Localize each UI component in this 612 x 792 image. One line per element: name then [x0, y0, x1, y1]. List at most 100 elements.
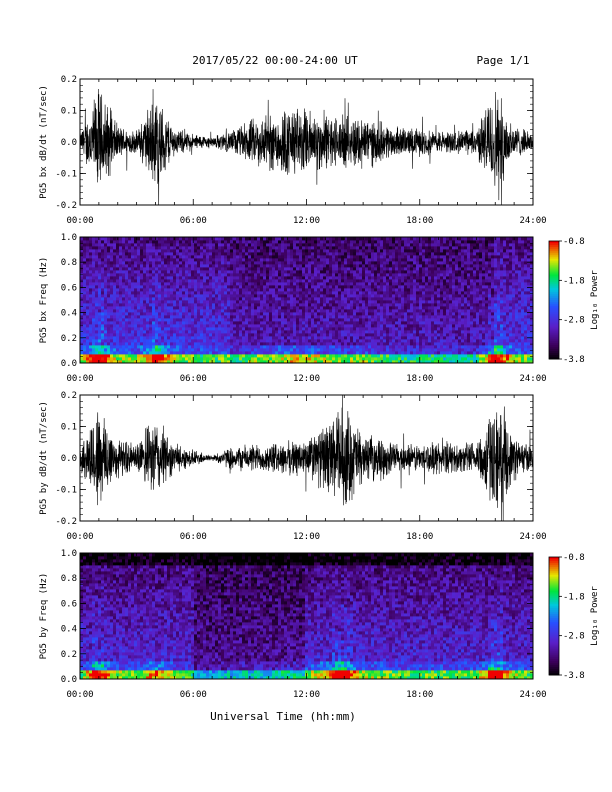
heatmap-cell	[287, 336, 291, 340]
heatmap-cell	[308, 294, 312, 298]
heatmap-cell	[245, 303, 249, 307]
heatmap-cell	[257, 327, 261, 331]
heatmap-cell	[290, 324, 294, 328]
heatmap-cell	[371, 339, 375, 343]
heatmap-cell	[92, 309, 96, 313]
heatmap-cell	[101, 306, 105, 310]
heatmap-cell	[317, 294, 321, 298]
heatmap-cell	[311, 264, 315, 268]
heatmap-cell	[359, 273, 363, 277]
heatmap-cell	[131, 288, 135, 292]
heatmap-cell	[236, 315, 240, 319]
heatmap-cell	[254, 357, 258, 361]
heatmap-cell	[221, 297, 225, 301]
heatmap-cell	[278, 282, 282, 286]
heatmap-cell	[239, 339, 243, 343]
heatmap-cell	[239, 270, 243, 274]
heatmap-cell	[131, 306, 135, 310]
heatmap-cell	[131, 258, 135, 262]
heatmap-cell	[353, 342, 357, 346]
heatmap-cell	[149, 264, 153, 268]
heatmap-cell	[308, 255, 312, 259]
heatmap-cell	[377, 303, 381, 307]
heatmap-cell	[125, 246, 129, 250]
heatmap-cell	[113, 333, 117, 337]
heatmap-cell	[374, 333, 378, 337]
heatmap-cell	[113, 360, 117, 364]
heatmap-cell	[221, 270, 225, 274]
heatmap-cell	[329, 354, 333, 358]
heatmap-cell	[134, 330, 138, 334]
heatmap-cell	[221, 291, 225, 295]
heatmap-cell	[179, 252, 183, 256]
heatmap-cell	[407, 282, 411, 286]
heatmap-cell	[167, 336, 171, 340]
heatmap-cell	[164, 243, 168, 247]
heatmap-cell	[161, 312, 165, 316]
heatmap-cell	[386, 345, 390, 349]
heatmap-cell	[416, 318, 420, 322]
heatmap-cell	[293, 351, 297, 355]
heatmap-cell	[161, 303, 165, 307]
heatmap-cell	[137, 282, 141, 286]
heatmap-cell	[209, 351, 213, 355]
heatmap-cell	[347, 258, 351, 262]
heatmap-cell	[203, 345, 207, 349]
heatmap-cell	[197, 264, 201, 268]
heatmap-cell	[365, 279, 369, 283]
heatmap-cell	[140, 282, 144, 286]
heatmap-cell	[242, 306, 246, 310]
heatmap-cell	[356, 330, 360, 334]
heatmap-cell	[257, 240, 261, 244]
heatmap-cell	[260, 246, 264, 250]
heatmap-cell	[341, 351, 345, 355]
heatmap-cell	[266, 279, 270, 283]
heatmap-cell	[224, 300, 228, 304]
heatmap-cell	[236, 282, 240, 286]
heatmap-cell	[218, 279, 222, 283]
heatmap-cell	[113, 261, 117, 265]
heatmap-cell	[167, 276, 171, 280]
heatmap-cell	[284, 321, 288, 325]
heatmap-cell	[140, 246, 144, 250]
heatmap-cell	[293, 339, 297, 343]
heatmap-cell	[263, 276, 267, 280]
heatmap-cell	[101, 291, 105, 295]
heatmap-cell	[137, 285, 141, 289]
heatmap-cell	[158, 339, 162, 343]
heatmap-cell	[95, 360, 99, 364]
heatmap-cell	[398, 315, 402, 319]
heatmap-cell	[230, 243, 234, 247]
heatmap-cell	[266, 285, 270, 289]
heatmap-cell	[377, 327, 381, 331]
heatmap-cell	[191, 357, 195, 361]
heatmap-cell	[278, 330, 282, 334]
heatmap-cell	[218, 246, 222, 250]
heatmap-cell	[152, 288, 156, 292]
heatmap-cell	[425, 279, 429, 283]
heatmap-cell	[257, 324, 261, 328]
heatmap-cell	[116, 306, 120, 310]
heatmap-cell	[311, 312, 315, 316]
heatmap-cell	[182, 249, 186, 253]
heatmap-cell	[296, 330, 300, 334]
heatmap-cell	[365, 324, 369, 328]
heatmap-cell	[395, 300, 399, 304]
heatmap-cell	[269, 297, 273, 301]
heatmap-cell	[293, 240, 297, 244]
heatmap-cell	[242, 282, 246, 286]
heatmap-cell	[317, 276, 321, 280]
heatmap-cell	[197, 357, 201, 361]
heatmap-cell	[266, 282, 270, 286]
heatmap-cell	[128, 306, 132, 310]
heatmap-cell	[278, 348, 282, 352]
heatmap-cell	[131, 324, 135, 328]
heatmap-cell	[278, 303, 282, 307]
heatmap-cell	[314, 252, 318, 256]
heatmap-cell	[296, 255, 300, 259]
heatmap-cell	[266, 351, 270, 355]
heatmap-cell	[275, 267, 279, 271]
heatmap-cell	[206, 333, 210, 337]
heatmap-cell	[260, 267, 264, 271]
